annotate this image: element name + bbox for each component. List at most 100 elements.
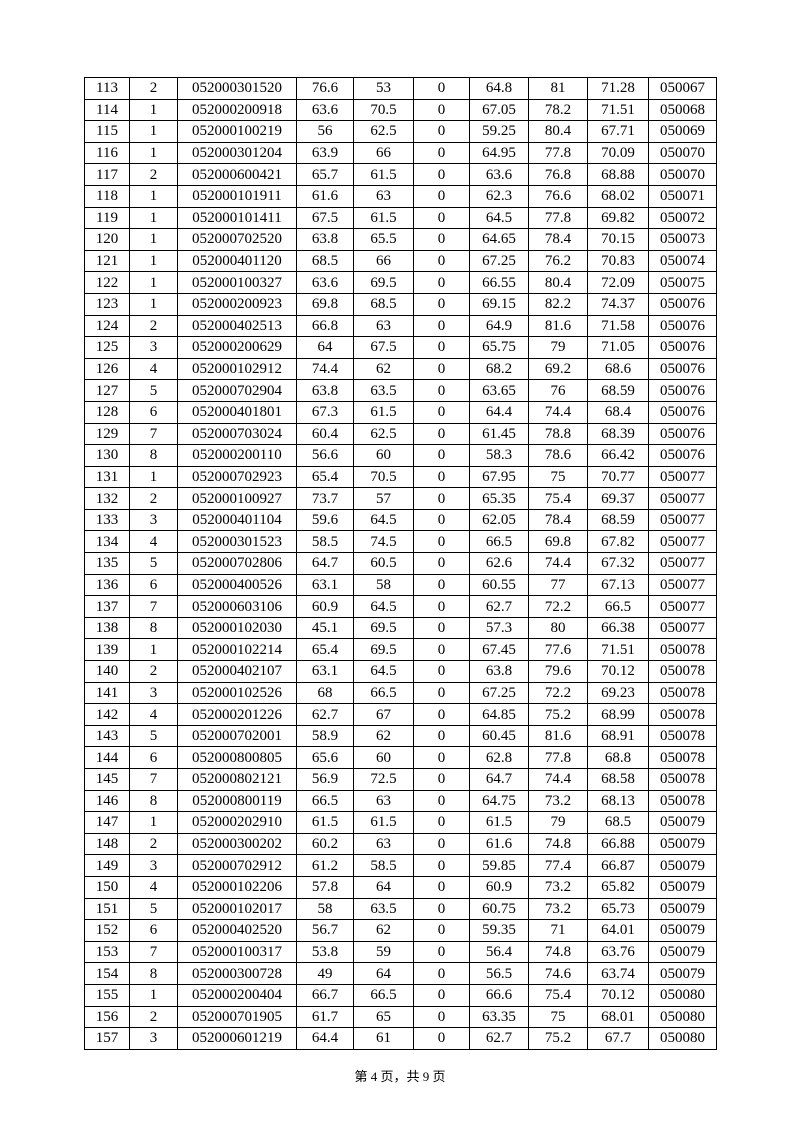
written-score-cell: 65.35 — [469, 487, 529, 510]
written-score-cell: 62.3 — [469, 184, 529, 208]
exam-id-cell: 052000200918 — [177, 98, 297, 122]
score-1-cell: 63.6 — [296, 98, 354, 122]
group-rank-cell: 1 — [129, 98, 178, 122]
total-score-cell: 68.8 — [587, 746, 649, 769]
score-1-cell: 62.7 — [296, 703, 354, 726]
row-number-cell: 142 — [84, 703, 130, 726]
score-1-cell: 61.6 — [296, 184, 354, 208]
position-code-cell: 050068 — [648, 98, 717, 122]
score-1-cell: 61.5 — [296, 811, 354, 834]
position-code-cell: 050078 — [648, 703, 717, 726]
total-score-cell: 65.73 — [587, 897, 649, 921]
total-score-cell: 63.74 — [587, 962, 649, 985]
written-score-cell: 62.05 — [469, 508, 529, 532]
written-score-cell: 56.4 — [469, 940, 529, 964]
position-code-cell: 050079 — [648, 875, 717, 899]
position-code-cell: 050077 — [648, 552, 717, 575]
row-number-cell: 130 — [84, 444, 130, 467]
group-rank-cell: 2 — [129, 163, 178, 186]
table-row: 120 1 052000702520 63.8 65.5 0 64.65 78.4 70.15 0… — [84, 228, 717, 251]
total-score-cell: 68.58 — [587, 768, 649, 791]
total-score-cell: 68.91 — [587, 724, 649, 748]
position-code-cell: 050071 — [648, 184, 717, 208]
row-number-cell: 127 — [84, 379, 130, 402]
score-2-cell: 62.5 — [353, 422, 414, 446]
table-row: 124 2 052000402513 66.8 63 0 64.9 81.6 71.58 0500… — [84, 314, 717, 338]
bonus-cell: 0 — [413, 681, 470, 705]
bonus-cell: 0 — [413, 336, 470, 359]
interview-score-cell: 79.6 — [528, 660, 588, 683]
interview-score-cell: 74.8 — [528, 940, 588, 964]
position-code-cell: 050078 — [648, 660, 717, 683]
score-2-cell: 67 — [353, 703, 414, 726]
group-rank-cell: 1 — [129, 120, 178, 143]
row-number-cell: 113 — [84, 77, 130, 100]
group-rank-cell: 7 — [129, 768, 178, 791]
score-2-cell: 53 — [353, 77, 414, 100]
score-1-cell: 60.9 — [296, 595, 354, 618]
exam-id-cell: 052000101911 — [177, 184, 297, 208]
interview-score-cell: 69.8 — [528, 530, 588, 554]
position-code-cell: 050077 — [648, 616, 717, 640]
bonus-cell: 0 — [413, 1027, 470, 1050]
score-2-cell: 60 — [353, 746, 414, 769]
bonus-cell: 0 — [413, 552, 470, 575]
group-rank-cell: 7 — [129, 422, 178, 446]
exam-id-cell: 052000702806 — [177, 552, 297, 575]
group-rank-cell: 1 — [129, 292, 178, 316]
table-row: 127 5 052000702904 63.8 63.5 0 63.65 76 68.59 050… — [84, 379, 717, 402]
row-number-cell: 138 — [84, 616, 130, 640]
exam-id-cell: 052000100927 — [177, 487, 297, 510]
interview-score-cell: 74.8 — [528, 832, 588, 856]
exam-id-cell: 052000301523 — [177, 530, 297, 554]
table-row: 152 6 052000402520 56.7 62 0 59.35 71 64.01 05007… — [84, 919, 717, 942]
score-1-cell: 56 — [296, 120, 354, 143]
row-number-cell: 156 — [84, 1005, 130, 1029]
interview-score-cell: 76.8 — [528, 163, 588, 186]
exam-id-cell: 052000702001 — [177, 724, 297, 748]
exam-id-cell: 052000300728 — [177, 962, 297, 985]
row-number-cell: 143 — [84, 724, 130, 748]
row-number-cell: 145 — [84, 768, 130, 791]
score-1-cell: 69.8 — [296, 292, 354, 316]
exam-id-cell: 052000702520 — [177, 228, 297, 251]
position-code-cell: 050076 — [648, 379, 717, 402]
score-2-cell: 70.5 — [353, 98, 414, 122]
table-row: 137 7 052000603106 60.9 64.5 0 62.7 72.2 66.5 050… — [84, 595, 717, 618]
written-score-cell: 65.75 — [469, 336, 529, 359]
row-number-cell: 134 — [84, 530, 130, 554]
row-number-cell: 135 — [84, 552, 130, 575]
group-rank-cell: 3 — [129, 681, 178, 705]
exam-id-cell: 052000100219 — [177, 120, 297, 143]
exam-id-cell: 052000800119 — [177, 789, 297, 813]
row-number-cell: 120 — [84, 228, 130, 251]
row-number-cell: 131 — [84, 465, 130, 489]
table-row: 114 1 052000200918 63.6 70.5 0 67.05 78.2 71.51 0… — [84, 98, 717, 122]
position-code-cell: 050073 — [648, 228, 717, 251]
bonus-cell: 0 — [413, 724, 470, 748]
table-row: 117 2 052000600421 65.7 61.5 0 63.6 76.8 68.88 05… — [84, 163, 717, 186]
bonus-cell: 0 — [413, 357, 470, 381]
position-code-cell: 050077 — [648, 573, 717, 597]
total-score-cell: 68.13 — [587, 789, 649, 813]
bonus-cell: 0 — [413, 379, 470, 402]
score-2-cell: 61.5 — [353, 400, 414, 424]
score-1-cell: 63.8 — [296, 228, 354, 251]
position-code-cell: 050076 — [648, 292, 717, 316]
interview-score-cell: 77.8 — [528, 141, 588, 165]
table-row: 129 7 052000703024 60.4 62.5 0 61.45 78.8 68.39 0… — [84, 422, 717, 446]
group-rank-cell: 1 — [129, 228, 178, 251]
bonus-cell: 0 — [413, 616, 470, 640]
group-rank-cell: 4 — [129, 530, 178, 554]
written-score-cell: 62.6 — [469, 552, 529, 575]
score-1-cell: 56.7 — [296, 919, 354, 942]
table-row: 131 1 052000702923 65.4 70.5 0 67.95 75 70.77 050… — [84, 465, 717, 489]
row-number-cell: 150 — [84, 875, 130, 899]
score-2-cell: 58 — [353, 573, 414, 597]
table-row: 145 7 052000802121 56.9 72.5 0 64.7 74.4 68.58 05… — [84, 768, 717, 791]
written-score-cell: 56.5 — [469, 962, 529, 985]
score-2-cell: 63 — [353, 789, 414, 813]
row-number-cell: 139 — [84, 638, 130, 662]
total-score-cell: 69.82 — [587, 206, 649, 230]
bonus-cell: 0 — [413, 875, 470, 899]
